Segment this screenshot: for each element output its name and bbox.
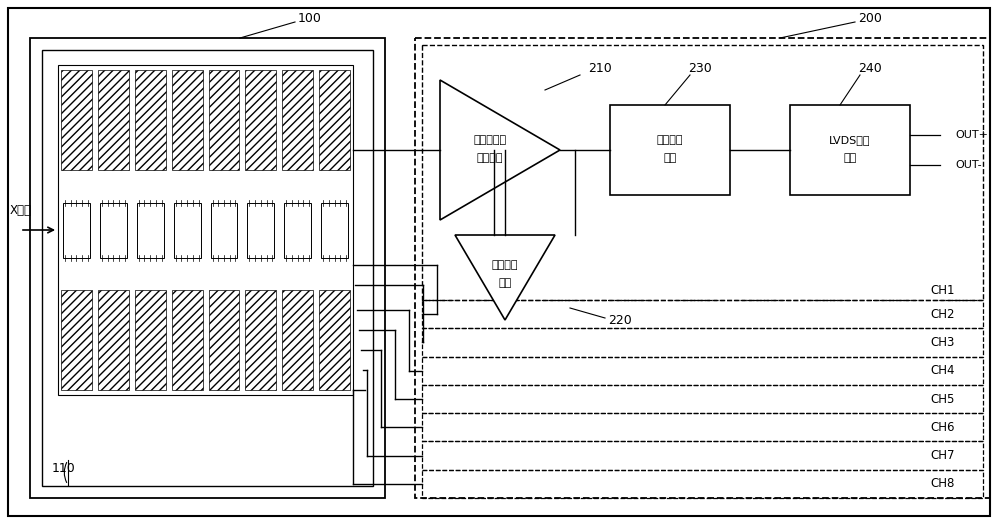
Bar — [208, 290, 239, 390]
Bar — [282, 70, 313, 170]
Bar — [422, 300, 983, 328]
Text: CH8: CH8 — [931, 478, 955, 490]
Bar — [58, 65, 353, 395]
Bar — [790, 105, 910, 195]
Bar — [321, 203, 348, 258]
Bar — [284, 203, 311, 258]
Bar — [610, 105, 730, 195]
Text: OUT-: OUT- — [955, 160, 982, 170]
Bar — [319, 70, 350, 170]
Text: OUT+: OUT+ — [955, 130, 988, 140]
Bar — [415, 38, 990, 498]
Text: CH1: CH1 — [930, 284, 955, 297]
Bar — [135, 70, 166, 170]
Text: 230: 230 — [688, 62, 712, 75]
Text: 基线恢复: 基线恢复 — [492, 260, 518, 270]
Bar — [319, 290, 350, 390]
Text: CH6: CH6 — [930, 421, 955, 434]
Text: 模块: 模块 — [498, 278, 512, 288]
Text: CH4: CH4 — [930, 364, 955, 377]
Bar — [63, 203, 90, 258]
Text: LVDS输出: LVDS输出 — [829, 135, 871, 145]
Text: 电流转电压: 电流转电压 — [473, 135, 507, 145]
Bar — [245, 290, 276, 390]
Bar — [135, 290, 166, 390]
Text: 220: 220 — [608, 313, 632, 327]
Bar — [422, 470, 983, 498]
Bar — [422, 45, 983, 300]
Bar — [422, 413, 983, 441]
Bar — [30, 38, 385, 498]
Bar — [172, 290, 202, 390]
Text: X射线: X射线 — [10, 204, 32, 217]
Bar — [422, 441, 983, 470]
Bar — [100, 203, 127, 258]
Bar — [42, 50, 373, 486]
Bar — [282, 290, 313, 390]
Bar — [61, 70, 92, 170]
Text: 模块: 模块 — [663, 153, 677, 163]
Text: 110: 110 — [52, 461, 76, 474]
Text: 放大模块: 放大模块 — [477, 153, 503, 163]
Bar — [61, 290, 92, 390]
Text: CH2: CH2 — [930, 308, 955, 321]
Text: CH5: CH5 — [931, 392, 955, 406]
Bar — [245, 70, 276, 170]
Text: 210: 210 — [588, 62, 612, 75]
Bar — [137, 203, 164, 258]
Polygon shape — [455, 235, 555, 320]
Text: 240: 240 — [858, 62, 882, 75]
Bar — [422, 385, 983, 413]
Bar — [210, 203, 237, 258]
Text: 模块: 模块 — [843, 153, 857, 163]
Text: 100: 100 — [298, 12, 322, 25]
Bar — [422, 357, 983, 385]
Bar — [422, 328, 983, 357]
Bar — [208, 70, 239, 170]
Bar — [98, 290, 129, 390]
Text: CH7: CH7 — [930, 449, 955, 462]
Text: CH3: CH3 — [931, 336, 955, 349]
Bar — [98, 70, 129, 170]
Bar — [58, 65, 353, 395]
Bar — [247, 203, 274, 258]
Bar — [174, 203, 200, 258]
Text: 高速甄别: 高速甄别 — [657, 135, 683, 145]
Polygon shape — [440, 80, 560, 220]
Bar — [172, 70, 202, 170]
Text: 200: 200 — [858, 12, 882, 25]
